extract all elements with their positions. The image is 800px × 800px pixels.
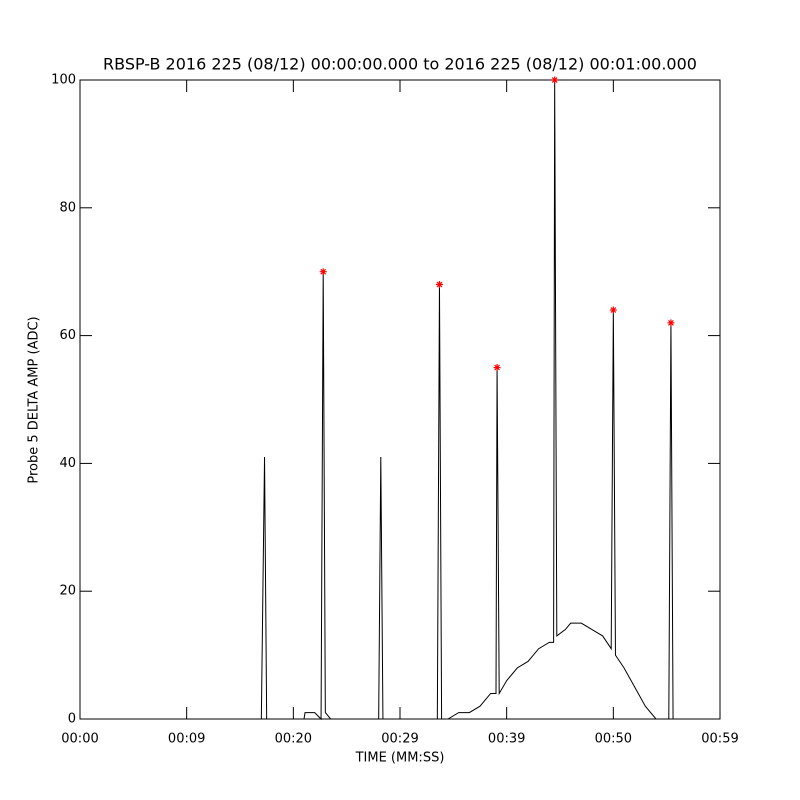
peak-marker xyxy=(609,306,617,314)
x-tick-label: 00:09 xyxy=(168,732,205,747)
y-tick-label: 40 xyxy=(59,456,76,471)
x-tick-label: 00:50 xyxy=(595,732,632,747)
x-tick-label: 00:29 xyxy=(381,732,418,747)
y-tick-label: 0 xyxy=(68,712,76,727)
x-tick-label: 00:39 xyxy=(488,732,525,747)
x-tick-label: 00:59 xyxy=(701,732,738,747)
peak-marker xyxy=(493,364,501,372)
peak-marker xyxy=(667,319,675,327)
y-tick-label: 100 xyxy=(51,73,76,88)
peak-marker xyxy=(435,280,443,288)
y-tick-label: 20 xyxy=(59,584,76,599)
x-tick-label: 00:20 xyxy=(275,732,312,747)
x-axis-label: TIME (MM:SS) xyxy=(355,751,445,766)
peak-marker xyxy=(551,76,559,84)
y-tick-label: 60 xyxy=(59,328,76,343)
data-line xyxy=(80,79,674,721)
y-axis-label: Probe 5 DELTA AMP (ADC) xyxy=(27,316,42,483)
peak-marker xyxy=(319,268,327,276)
y-tick-label: 80 xyxy=(59,200,76,215)
x-tick-label: 00:00 xyxy=(61,732,98,747)
chart-title: RBSP-B 2016 225 (08/12) 00:00:00.000 to … xyxy=(103,55,697,74)
